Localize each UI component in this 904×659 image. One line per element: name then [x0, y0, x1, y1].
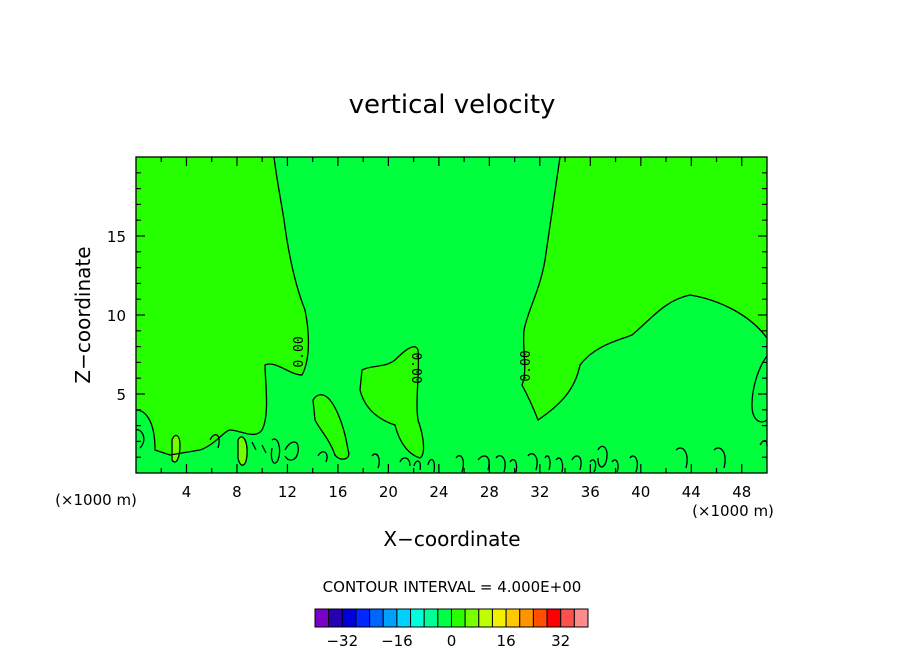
colorbar-swatch	[341, 608, 357, 628]
y-axis: 5 10 15	[107, 172, 767, 458]
colorbar-tick-label: −16	[381, 632, 413, 650]
chart-title: vertical velocity	[349, 90, 556, 120]
positive-pocket-2	[313, 394, 349, 460]
contour-pocket-2	[312, 394, 350, 460]
contour-pocket-4	[237, 436, 248, 466]
x-units-left: (×1000 m)	[55, 491, 137, 509]
contour-zero-left	[135, 156, 310, 456]
x-tick-label: 4	[182, 483, 192, 501]
colorbar-tick-label: 0	[447, 632, 457, 650]
colorbar-tick-label: 16	[497, 632, 516, 650]
colorbar-swatch	[519, 608, 534, 628]
colorbar-swatch	[478, 608, 493, 628]
y-tick-label: 5	[116, 386, 126, 404]
colorbar-swatch	[328, 608, 343, 628]
contour-surface-wiggles	[135, 429, 768, 473]
x-tick-label: 12	[278, 483, 297, 501]
colorbar-swatch	[491, 608, 507, 628]
x-tick-label: 32	[530, 483, 549, 501]
colorbar-swatch	[573, 608, 589, 628]
colorbar-swatch	[505, 608, 521, 628]
colorbar-swatch	[410, 608, 425, 628]
y-tick-label: 10	[107, 307, 126, 325]
colorbar-swatch	[560, 608, 575, 628]
positive-pocket-1	[360, 346, 424, 458]
colorbar-swatch	[464, 608, 480, 628]
contour-label-3: 0.00	[519, 350, 534, 381]
x-tick-label: 28	[480, 483, 499, 501]
x-axis-label: X−coordinate	[383, 527, 520, 551]
x-axis: 4 8 12 16 20 24 28 32 36 40 44 48	[160, 157, 751, 501]
small-positive-pocket-2	[238, 436, 248, 466]
colorbar-swatch	[532, 608, 548, 628]
x-units-right: (×1000 m)	[692, 502, 774, 520]
contour-interval-text: CONTOUR INTERVAL = 4.000E+00	[323, 578, 582, 596]
colorbar-swatch	[355, 608, 371, 628]
colorbar-swatch	[369, 608, 384, 628]
near-zero-region-right	[752, 356, 767, 422]
x-tick-label: 44	[682, 483, 701, 501]
colorbar	[314, 608, 589, 628]
colorbar-tick-label: −32	[326, 632, 358, 650]
contour-pocket-1	[359, 346, 425, 459]
colorbar-ticks: −32 −16 0 16 32	[326, 632, 570, 650]
plot-area: 0.00 0.00 0.00	[135, 156, 768, 474]
x-tick-label: 36	[581, 483, 600, 501]
y-axis-label: Z−coordinate	[71, 246, 95, 383]
colorbar-swatch	[314, 608, 330, 628]
colorbar-swatch	[437, 608, 453, 628]
x-tick-label: 48	[732, 483, 751, 501]
contour-zero-right-lobe	[751, 355, 768, 423]
small-positive-pocket-1	[172, 435, 180, 463]
x-tick-label: 40	[631, 483, 650, 501]
x-tick-label: 20	[379, 483, 398, 501]
contour-label-2: 0.00	[408, 352, 423, 383]
x-tick-label: 16	[328, 483, 347, 501]
colorbar-swatch	[451, 608, 466, 628]
contour-lines	[135, 156, 768, 473]
colorbar-tick-label: 32	[551, 632, 570, 650]
x-tick-label: 24	[429, 483, 448, 501]
colorbar-swatch	[546, 608, 562, 628]
near-zero-region-center	[136, 157, 767, 473]
colorbar-swatch	[382, 608, 398, 628]
x-tick-label: 8	[232, 483, 242, 501]
colorbar-swatch	[423, 608, 439, 628]
contour-pocket-3	[171, 434, 181, 463]
contour-zero-center	[521, 156, 768, 422]
y-tick-label: 15	[107, 228, 126, 246]
contour-label-1: 0.00	[292, 336, 307, 367]
colorbar-swatch	[396, 608, 412, 628]
